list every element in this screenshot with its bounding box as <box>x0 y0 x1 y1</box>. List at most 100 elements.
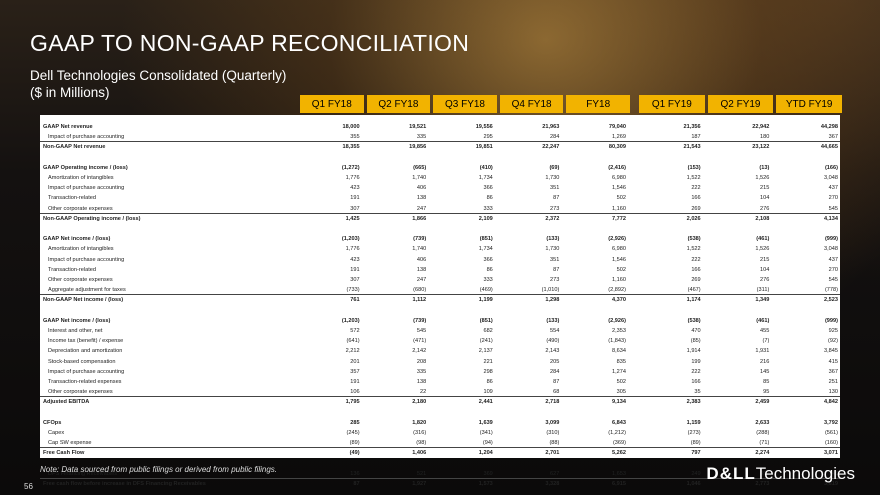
cell-value: (69) <box>549 164 560 171</box>
cell-value: 1,406 <box>412 450 427 457</box>
cell-value: 1,349 <box>755 297 770 304</box>
cell-value: 2,212 <box>345 348 360 355</box>
row-label: Non-GAAP Operating income / (loss) <box>43 215 141 222</box>
cell-value: 138 <box>416 379 427 385</box>
cell-value: 3,048 <box>824 175 838 181</box>
cell-value: (538) <box>687 317 701 324</box>
cell-value: (461) <box>756 317 770 324</box>
row-label: GAAP Net income / (loss) <box>43 236 111 243</box>
cell-value: 2,137 <box>478 348 493 355</box>
cell-value: 406 <box>416 185 427 192</box>
column-header: Q1 FY18 <box>300 95 364 113</box>
table-row: Amortization of intangibles 1,776 1,740 1,7… <box>40 244 840 254</box>
cell-value: 1,931 <box>755 348 770 355</box>
cell-value: 216 <box>759 358 770 365</box>
table-row: Other corporate expenses 106 22 109 68 305 35 9… <box>40 387 840 398</box>
row-label: Adjusted EBITDA <box>43 399 90 406</box>
cell-value: (1,010) <box>541 287 560 294</box>
dell-technologies-logo: D&LL Technologies <box>706 464 855 484</box>
cell-value: 109 <box>483 389 493 396</box>
row-label: Stock-based compensation <box>48 358 116 365</box>
cell-value: (166) <box>824 164 838 171</box>
cell-value: 1,546 <box>612 185 626 192</box>
cell-value: 191 <box>350 266 360 273</box>
table-row: Non-GAAP Operating income / (loss) 1,425 1… <box>40 214 840 224</box>
cell-value: 95 <box>763 389 770 396</box>
cell-value: (13) <box>759 164 770 171</box>
column-header: Q2 FY18 <box>366 95 431 113</box>
cell-value: 1,522 <box>686 246 701 253</box>
cell-value: 554 <box>550 328 560 334</box>
column-header: Q3 FY18 <box>433 95 497 113</box>
row-label: Transaction-related <box>48 266 96 273</box>
cell-value: 191 <box>350 379 360 385</box>
cell-value: (2,926) <box>608 317 626 324</box>
cell-value: (71) <box>759 440 770 447</box>
row-label: Free Cash Flow <box>43 450 85 457</box>
cell-value: 145 <box>759 368 770 375</box>
cell-value: 22,942 <box>752 124 770 130</box>
cell-value: 6,843 <box>612 419 626 426</box>
row-label: GAAP Net income / (loss) <box>43 317 111 324</box>
row-label: Amortization of intangibles <box>48 246 114 253</box>
cell-value: 284 <box>550 368 560 375</box>
cell-value: 19,856 <box>409 144 427 151</box>
cell-value: 305 <box>616 389 626 396</box>
cell-value: 545 <box>828 205 838 212</box>
cell-value: 470 <box>691 328 701 334</box>
table-row: Stock-based compensation 201 208 221 205 835 1… <box>40 357 840 367</box>
table-row: Free Cash Flow (49) 1,406 1,204 2,701 5,262 79… <box>40 448 840 458</box>
cell-value: 502 <box>616 195 626 202</box>
cell-value: 3,819 <box>824 481 838 487</box>
cell-value: 355 <box>350 134 360 141</box>
cell-value: 191 <box>350 195 360 202</box>
cell-value: 1,199 <box>478 297 493 304</box>
row-label: Transaction-related <box>48 195 96 202</box>
table-row: Other corporate expenses 307 247 333 273 1,16… <box>40 204 840 214</box>
cell-value: 455 <box>759 328 770 334</box>
column-header: FY18 <box>566 95 630 113</box>
cell-value: 22 <box>419 389 427 396</box>
cell-value: 307 <box>350 277 360 283</box>
cell-value: 270 <box>828 266 838 273</box>
cell-value: 1,734 <box>478 246 493 253</box>
cell-value: 835 <box>616 358 626 365</box>
column-header: Q1 FY19 <box>639 95 705 113</box>
reconciliation-table: GAAP Net revenue 18,000 19,521 19,556 21,963… <box>40 115 840 487</box>
cell-value: 284 <box>550 134 560 141</box>
cell-value: 2,180 <box>412 399 427 406</box>
table-row: Non-GAAP Net income / (loss) 761 1,112 1,19… <box>40 295 840 305</box>
page-subtitle: Dell Technologies Consolidated (Quarterl… <box>30 68 287 83</box>
cell-value: 1,730 <box>545 246 560 253</box>
cell-value: 44,298 <box>820 124 838 130</box>
cell-value: 3,792 <box>824 419 838 426</box>
cell-value: 2,274 <box>755 450 770 457</box>
table-row: Impact of purchase accounting 357 335 298 28… <box>40 367 840 377</box>
cell-value: 1,776 <box>345 175 360 181</box>
cell-value: 367 <box>828 134 838 141</box>
cell-value: 87 <box>553 379 560 385</box>
cell-value: (89) <box>349 440 360 447</box>
cell-value: 499 <box>759 470 770 477</box>
cell-value: 298 <box>483 368 493 375</box>
cell-value: (467) <box>687 287 701 294</box>
cell-value: 85 <box>763 379 770 385</box>
table-row: GAAP Operating income / (loss) (1,272) (66… <box>40 163 840 173</box>
cell-value: 222 <box>691 368 701 375</box>
row-label: Other corporate expenses <box>48 277 113 283</box>
cell-value: (7) <box>762 338 770 345</box>
row-label: Transaction-related expenses <box>48 379 122 385</box>
cell-value: 166 <box>691 195 701 202</box>
row-label: Amortization of intangibles <box>48 175 114 181</box>
cell-value: 357 <box>350 368 360 375</box>
cell-value: 104 <box>759 266 770 273</box>
cell-value: 199 <box>691 358 701 365</box>
cell-value: 1,522 <box>686 175 701 181</box>
cell-value: (1,843) <box>608 338 626 345</box>
cell-value: (341) <box>479 430 493 436</box>
cell-value: (2,892) <box>608 287 626 294</box>
cell-value: (94) <box>482 440 493 447</box>
cell-value: 1,740 <box>412 175 427 181</box>
table-row: Cap SW expense (89) (98) (94) (88) (369) (89) (… <box>40 438 840 449</box>
cell-value: 44,665 <box>820 144 838 151</box>
